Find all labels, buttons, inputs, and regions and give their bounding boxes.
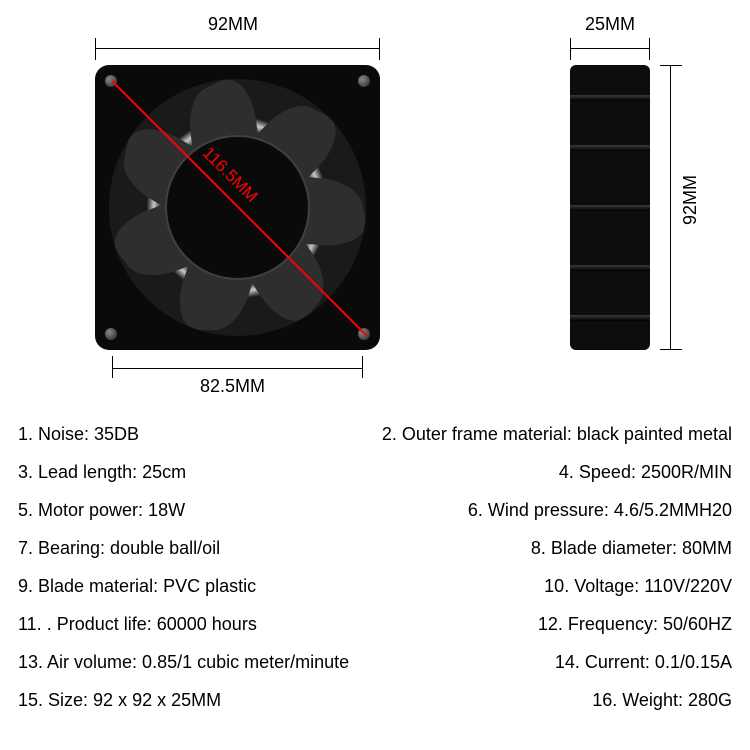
dim-tick — [379, 38, 380, 60]
spec-item: 4. Speed: 2500R/MIN — [559, 463, 732, 481]
specs-list: 1. Noise: 35DB 2. Outer frame material: … — [18, 425, 732, 729]
side-ridge — [570, 315, 650, 321]
spec-item: 13. Air volume: 0.85/1 cubic meter/minut… — [18, 653, 349, 671]
spec-item: 16. Weight: 280G — [592, 691, 732, 709]
diagram-area: 92MM 25MM 116.5MM — [0, 10, 750, 410]
dim-line-bottom — [112, 368, 363, 369]
spec-row: 9. Blade material: PVC plastic 10. Volta… — [18, 577, 732, 595]
spec-row: 7. Bearing: double ball/oil 8. Blade dia… — [18, 539, 732, 557]
spec-row: 11. . Product life: 60000 hours 12. Freq… — [18, 615, 732, 633]
screw-hole — [358, 75, 370, 87]
spec-item: 8. Blade diameter: 80MM — [531, 539, 732, 557]
side-ridge — [570, 205, 650, 211]
dim-top-width: 92MM — [208, 14, 258, 35]
side-ridge — [570, 265, 650, 271]
dim-tick — [660, 65, 682, 66]
dim-line-depth — [570, 48, 650, 49]
spec-item: 1. Noise: 35DB — [18, 425, 139, 443]
spec-row: 1. Noise: 35DB 2. Outer frame material: … — [18, 425, 732, 443]
dim-side-height: 92MM — [680, 175, 701, 225]
spec-item: 12. Frequency: 50/60HZ — [538, 615, 732, 633]
side-ridge — [570, 95, 650, 101]
spec-row: 13. Air volume: 0.85/1 cubic meter/minut… — [18, 653, 732, 671]
dim-line-top — [95, 48, 380, 49]
spec-item: 10. Voltage: 110V/220V — [544, 577, 732, 595]
spec-item: 15. Size: 92 x 92 x 25MM — [18, 691, 221, 709]
dim-bottom-span: 82.5MM — [200, 376, 265, 397]
spec-item: 3. Lead length: 25cm — [18, 463, 186, 481]
side-body — [570, 65, 650, 350]
spec-row: 3. Lead length: 25cm 4. Speed: 2500R/MIN — [18, 463, 732, 481]
side-ridge — [570, 145, 650, 151]
dim-line-height — [670, 65, 671, 350]
fan-side-view — [570, 65, 650, 350]
spec-row: 15. Size: 92 x 92 x 25MM 16. Weight: 280… — [18, 691, 732, 709]
spec-row: 5. Motor power: 18W 6. Wind pressure: 4.… — [18, 501, 732, 519]
dim-tick — [95, 38, 96, 60]
spec-item: 9. Blade material: PVC plastic — [18, 577, 256, 595]
spec-item: 2. Outer frame material: black painted m… — [382, 425, 732, 443]
screw-hole — [105, 328, 117, 340]
spec-item: 5. Motor power: 18W — [18, 501, 185, 519]
dim-tick — [112, 356, 113, 378]
dim-tick — [649, 38, 650, 60]
spec-item: 6. Wind pressure: 4.6/5.2MMH20 — [468, 501, 732, 519]
dim-tick — [362, 356, 363, 378]
spec-item: 11. . Product life: 60000 hours — [18, 615, 257, 633]
dim-tick — [660, 349, 682, 350]
spec-item: 14. Current: 0.1/0.15A — [555, 653, 732, 671]
dim-side-depth: 25MM — [585, 14, 635, 35]
dim-tick — [570, 38, 571, 60]
spec-item: 7. Bearing: double ball/oil — [18, 539, 220, 557]
